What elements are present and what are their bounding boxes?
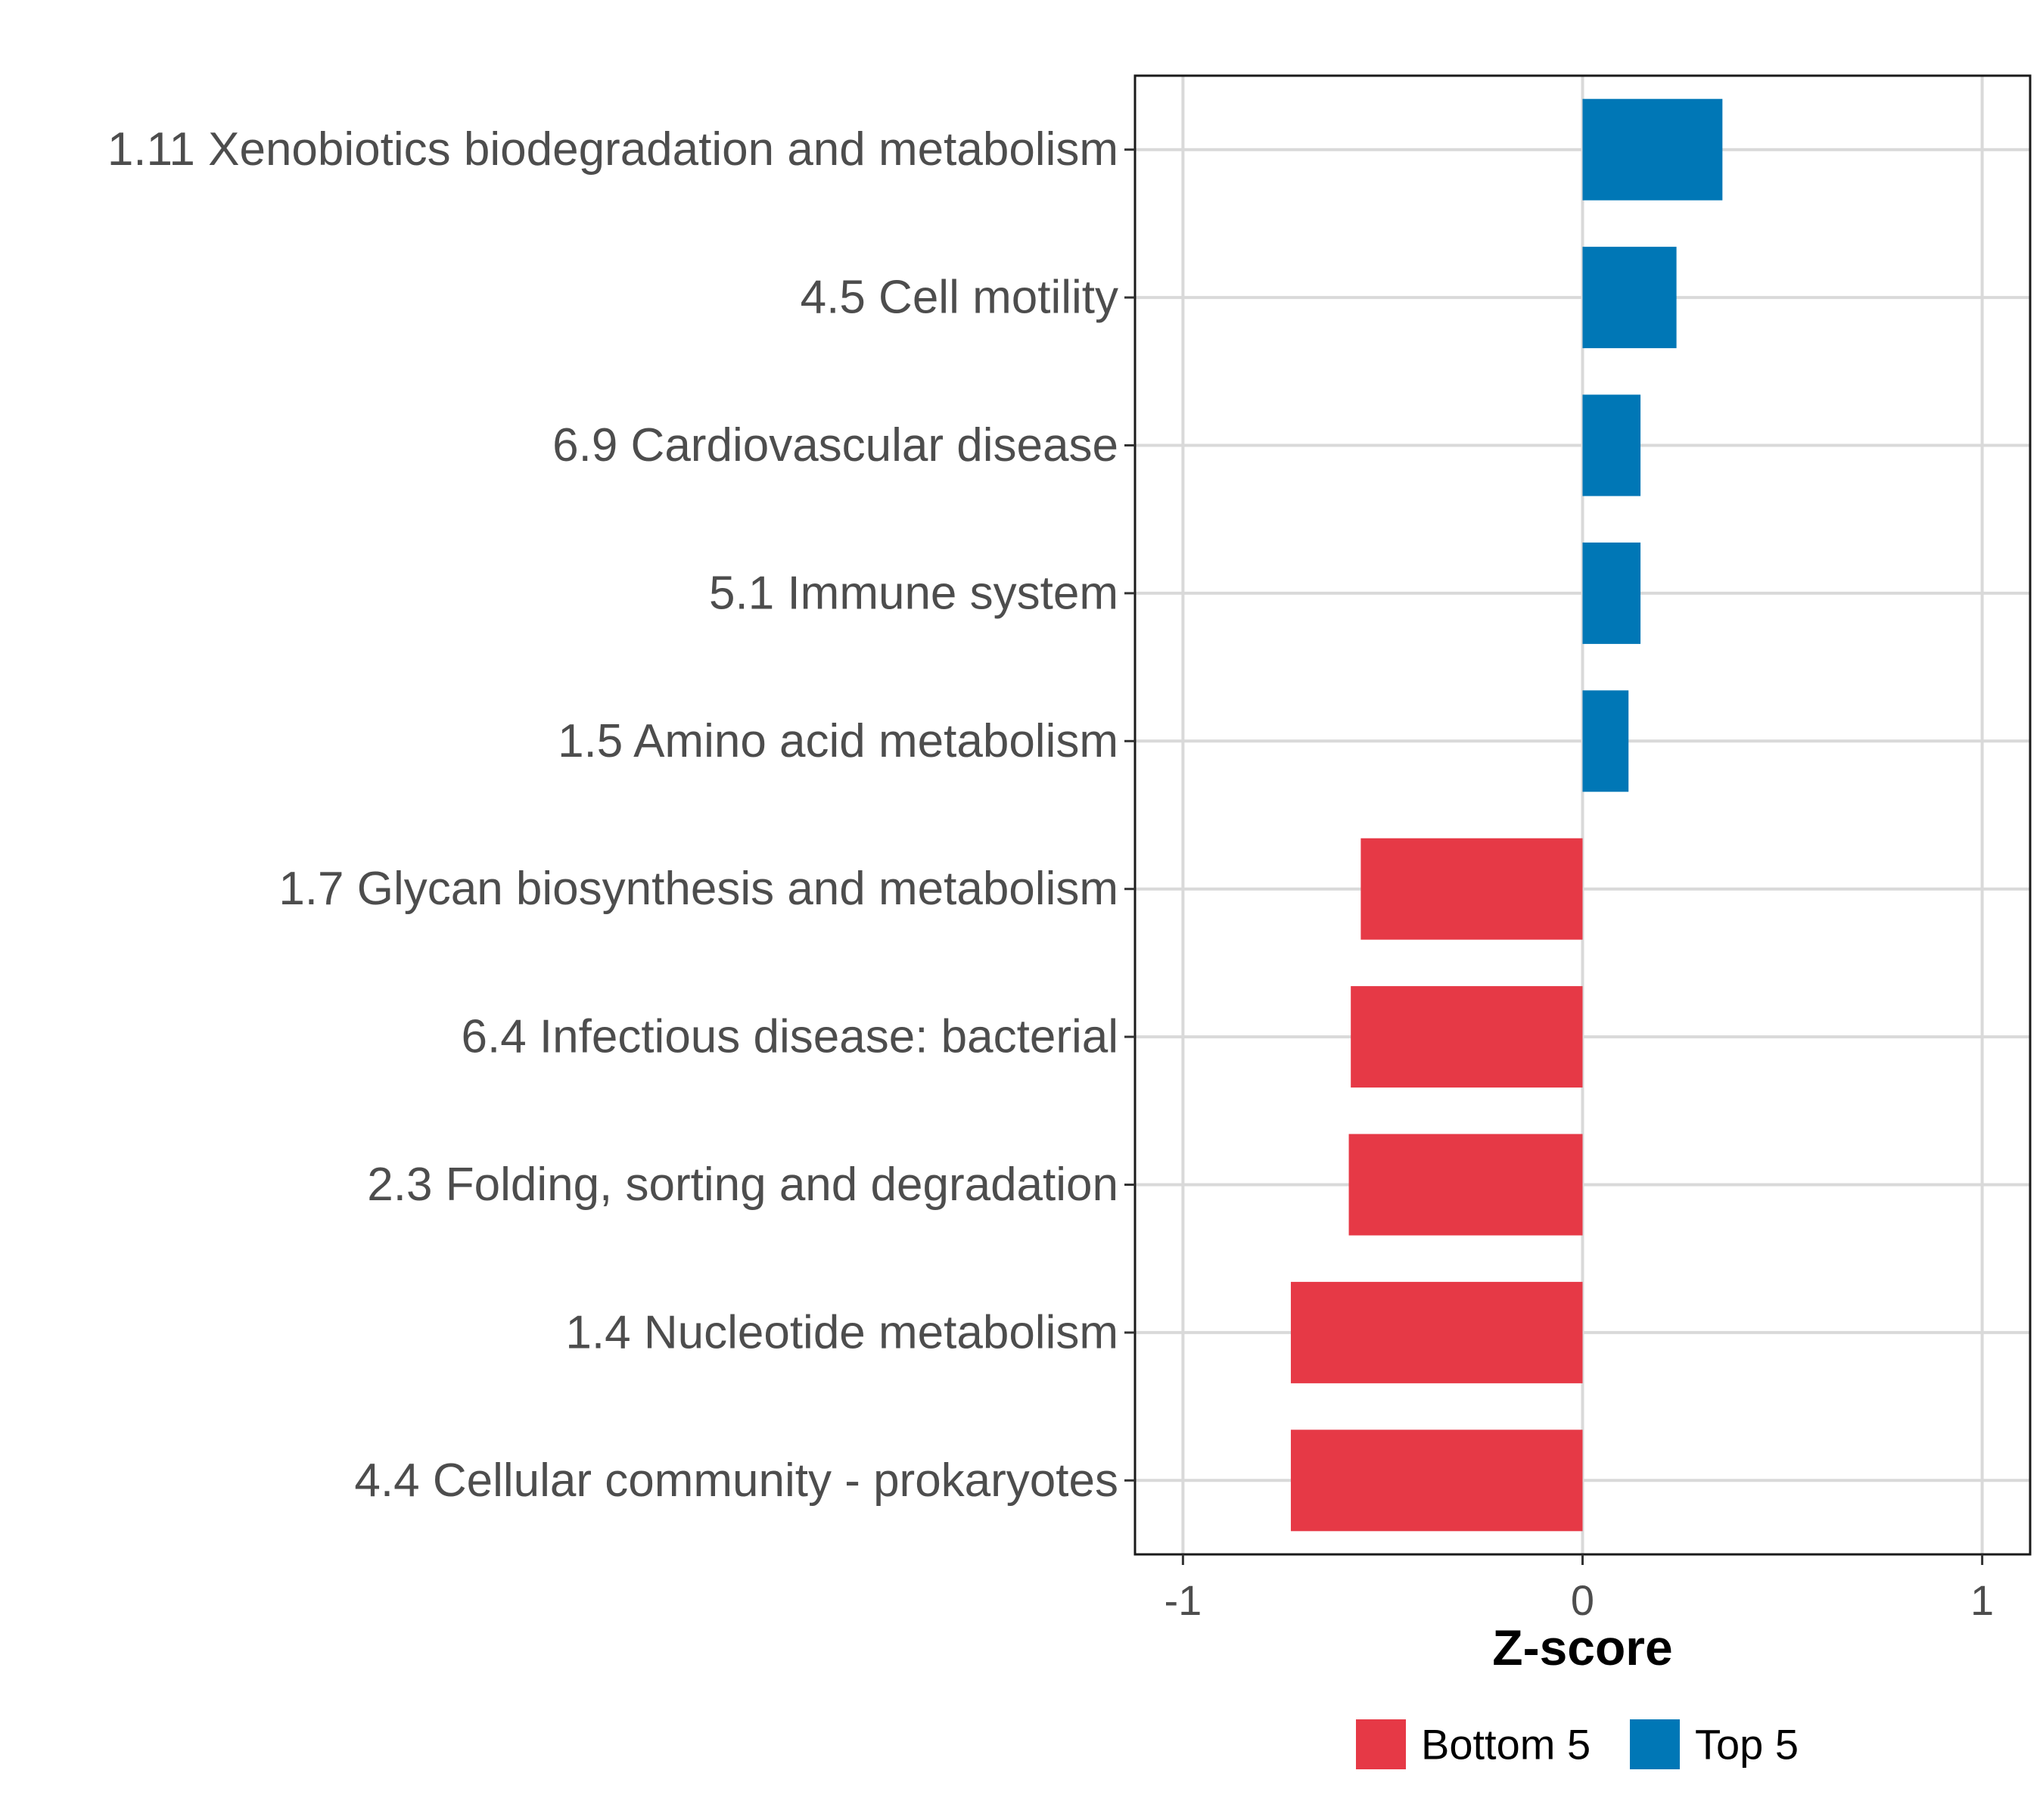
bar-6[interactable] xyxy=(1360,838,1583,940)
bar-7[interactable] xyxy=(1351,986,1583,1088)
bar-4[interactable] xyxy=(1582,542,1641,644)
bar-8[interactable] xyxy=(1348,1134,1583,1236)
bar-2[interactable] xyxy=(1582,247,1677,349)
legend-swatch-1 xyxy=(1356,1719,1406,1769)
legend-swatch-2 xyxy=(1630,1719,1680,1769)
y-tick-label-8: 2.3 Folding, sorting and degradation xyxy=(367,1159,1118,1211)
legend: Bottom 5 Top 5 xyxy=(1356,1719,1799,1769)
bar-3[interactable] xyxy=(1582,394,1641,496)
legend-label-2: Top 5 xyxy=(1695,1721,1799,1769)
y-tick-label-10: 4.4 Cellular community - prokaryotes xyxy=(354,1454,1118,1507)
y-tick-label-6: 1.7 Glycan biosynthesis and metabolism xyxy=(278,863,1118,915)
x-tick-label-0: -1 xyxy=(1164,1576,1202,1624)
y-tick-label-4: 5.1 Immune system xyxy=(709,567,1118,619)
x-axis-title: Z-score xyxy=(1492,1619,1672,1675)
y-tick-label-9: 1.4 Nucleotide metabolism xyxy=(565,1306,1118,1358)
x-tick-label-1: 0 xyxy=(1571,1576,1594,1624)
x-tick-label-2: 1 xyxy=(1970,1576,1994,1624)
y-tick-label-1: 1.11 Xenobiotics biodegradation and meta… xyxy=(107,123,1118,176)
bar-9[interactable] xyxy=(1290,1281,1583,1383)
bar-10[interactable] xyxy=(1290,1430,1583,1532)
y-tick-label-7: 6.4 Infectious disease: bacterial xyxy=(461,1011,1118,1063)
x-axis: -1 0 1 xyxy=(1164,1554,1994,1624)
y-tick-label-5: 1.5 Amino acid metabolism xyxy=(558,715,1118,767)
bar-1[interactable] xyxy=(1582,98,1723,201)
bar-5[interactable] xyxy=(1582,690,1629,792)
y-tick-label-2: 4.5 Cell motility xyxy=(801,272,1118,324)
y-axis: 1.11 Xenobiotics biodegradation and meta… xyxy=(107,123,1135,1507)
legend-label-1: Bottom 5 xyxy=(1421,1721,1591,1769)
bars xyxy=(1290,98,1723,1532)
y-tick-label-3: 6.9 Cardiovascular disease xyxy=(552,419,1118,471)
